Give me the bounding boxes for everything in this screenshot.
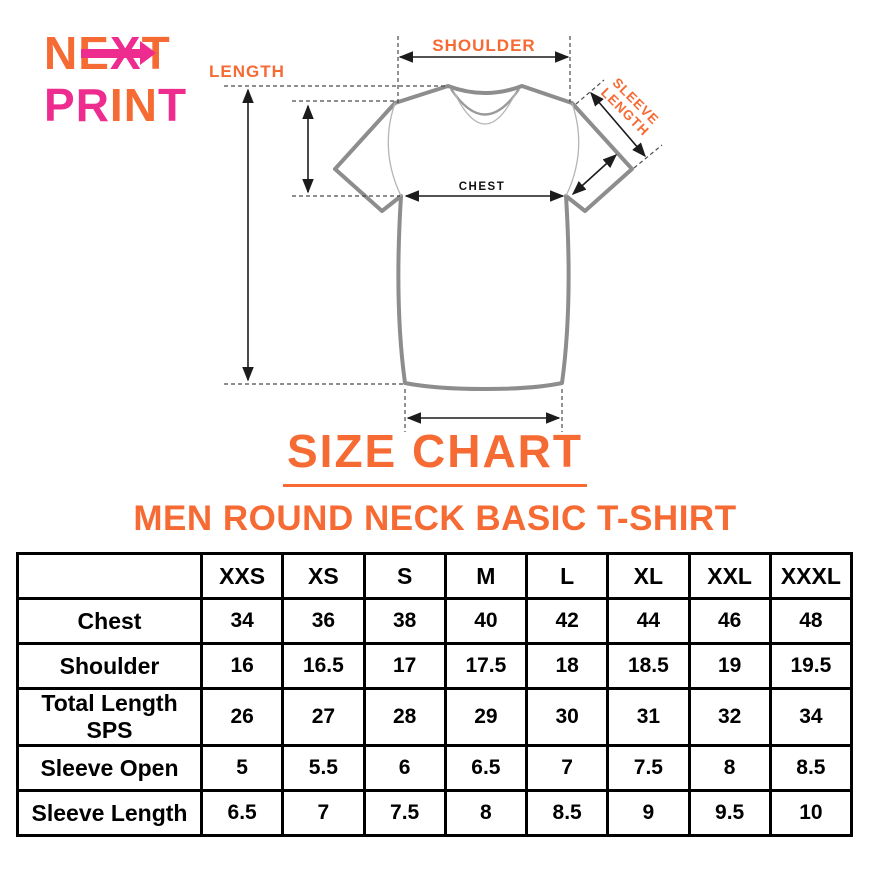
size-value-cell: 8: [687, 744, 772, 792]
size-value-cell: 38: [362, 597, 447, 645]
size-column-header: XXXL: [768, 552, 854, 600]
size-table-head: XXS XS S M L XL XXL XXXL: [16, 552, 854, 600]
size-value-cell: 16.5: [281, 642, 366, 690]
size-column-header: XXL: [687, 552, 772, 600]
size-table-body: Chest 34 36 38 40 42 44 46 48 Shoulder 16 16.5 17 17.…: [16, 597, 854, 837]
size-value-cell: 40: [443, 597, 529, 645]
size-header-row: XXS XS S M L XL XXL XXXL: [16, 552, 854, 600]
size-value-cell: 18: [524, 642, 610, 690]
size-column-header: S: [362, 552, 447, 600]
size-value-cell: 8.5: [524, 789, 610, 837]
dimension-arrows: [242, 51, 646, 424]
size-value-cell: 8.5: [768, 744, 854, 792]
size-value-cell: 7.5: [606, 744, 691, 792]
size-value-cell: 48: [768, 597, 854, 645]
size-value-cell: 8: [443, 789, 529, 837]
sleeve-top-guide: [575, 79, 605, 105]
size-value-cell: 18.5: [606, 642, 691, 690]
logo-letter: R: [75, 79, 110, 131]
size-column-header: L: [524, 552, 610, 600]
size-value-cell: 9: [606, 789, 691, 837]
logo-arrow-icon: [140, 41, 156, 65]
collar-stitch-line: [453, 91, 517, 125]
collar-band-line: [450, 88, 520, 116]
size-value-cell: 19.5: [768, 642, 854, 690]
size-value-cell: 5: [199, 744, 285, 792]
length-label: LENGTH: [209, 62, 285, 81]
shoulder-label: SHOULDER: [432, 36, 535, 55]
tshirt-outline: [333, 84, 634, 391]
logo-letter: N: [44, 27, 79, 79]
logo-letter: I: [109, 79, 124, 131]
table-row: Sleeve Open 5 5.5 6 6.5 7 7.5 8 8.5: [16, 744, 854, 792]
sleeve-open-arrow: [571, 154, 618, 195]
chest-label: CHEST: [459, 181, 505, 193]
size-value-cell: 7: [281, 789, 366, 837]
size-value-cell: 30: [524, 687, 610, 747]
size-column-header: M: [443, 552, 529, 600]
size-value-cell: 19: [687, 642, 772, 690]
size-value-cell: 6: [362, 744, 447, 792]
size-value-cell: 6.5: [443, 744, 529, 792]
size-value-cell: 17.5: [443, 642, 529, 690]
row-label: Sleeve Length: [16, 789, 203, 837]
size-value-cell: 9.5: [687, 789, 772, 837]
page-subtitle: MEN ROUND NECK BASIC T-SHIRT: [133, 499, 737, 538]
sleeve-length-arrow: [590, 91, 646, 158]
size-column-header: XS: [281, 552, 366, 600]
size-value-cell: 46: [687, 597, 772, 645]
left-armhole-seam: [387, 102, 402, 197]
logo-letter: P: [44, 79, 76, 131]
size-value-cell: 29: [443, 687, 529, 747]
logo-line-print: PRINT: [44, 82, 187, 128]
logo-arrow-shaft: [81, 49, 143, 58]
corner-cell: [16, 552, 203, 600]
next-print-logo: NEXT PRINT: [44, 30, 187, 128]
size-value-cell: 10: [768, 789, 854, 837]
size-value-cell: 27: [281, 687, 366, 747]
table-row: Shoulder 16 16.5 17 17.5 18 18.5 19 19.5: [16, 642, 854, 690]
size-chart-table: XXS XS S M L XL XXL XXXL Chest 34 36 38 40 42 44 46 48 S…: [16, 552, 854, 837]
size-value-cell: 32: [687, 687, 772, 747]
page-title-text: SIZE CHART: [283, 424, 587, 487]
sleeve-length-label: SLEEVE LENGTH: [598, 75, 662, 139]
size-value-cell: 34: [199, 597, 285, 645]
row-label: Shoulder: [16, 642, 203, 690]
guide-lines: [224, 36, 663, 432]
logo-line-next: NEXT: [44, 30, 187, 76]
table-row: Total Length SPS 26 27 28 29 30 31 32 34: [16, 687, 854, 747]
right-armhole-seam: [565, 102, 580, 197]
size-column-header: XL: [606, 552, 691, 600]
size-column-header: XXS: [199, 552, 285, 600]
row-label: Sleeve Open: [16, 744, 203, 792]
size-value-cell: 34: [768, 687, 854, 747]
size-value-cell: 44: [606, 597, 691, 645]
size-value-cell: 31: [606, 687, 691, 747]
size-value-cell: 17: [362, 642, 447, 690]
size-value-cell: 16: [199, 642, 285, 690]
row-label: Total Length SPS: [16, 687, 203, 747]
logo-letter: T: [157, 79, 188, 131]
size-value-cell: 7: [524, 744, 610, 792]
page-title: SIZE CHART: [0, 424, 870, 487]
size-value-cell: 28: [362, 687, 447, 747]
tshirt-measurement-diagram: SHOULDER LENGTH CHEST SLEEVE LENGTH: [209, 36, 663, 432]
size-value-cell: 5.5: [281, 744, 366, 792]
size-value-cell: 26: [199, 687, 285, 747]
size-value-cell: 36: [281, 597, 366, 645]
logo-letter: N: [123, 79, 158, 131]
table-row: Chest 34 36 38 40 42 44 46 48: [16, 597, 854, 645]
size-value-cell: 6.5: [199, 789, 285, 837]
row-label: Chest: [16, 597, 203, 645]
size-value-cell: 42: [524, 597, 610, 645]
table-row: Sleeve Length 6.5 7 7.5 8 8.5 9 9.5 10: [16, 789, 854, 837]
sleeve-bottom-guide: [633, 144, 663, 169]
size-value-cell: 7.5: [362, 789, 447, 837]
